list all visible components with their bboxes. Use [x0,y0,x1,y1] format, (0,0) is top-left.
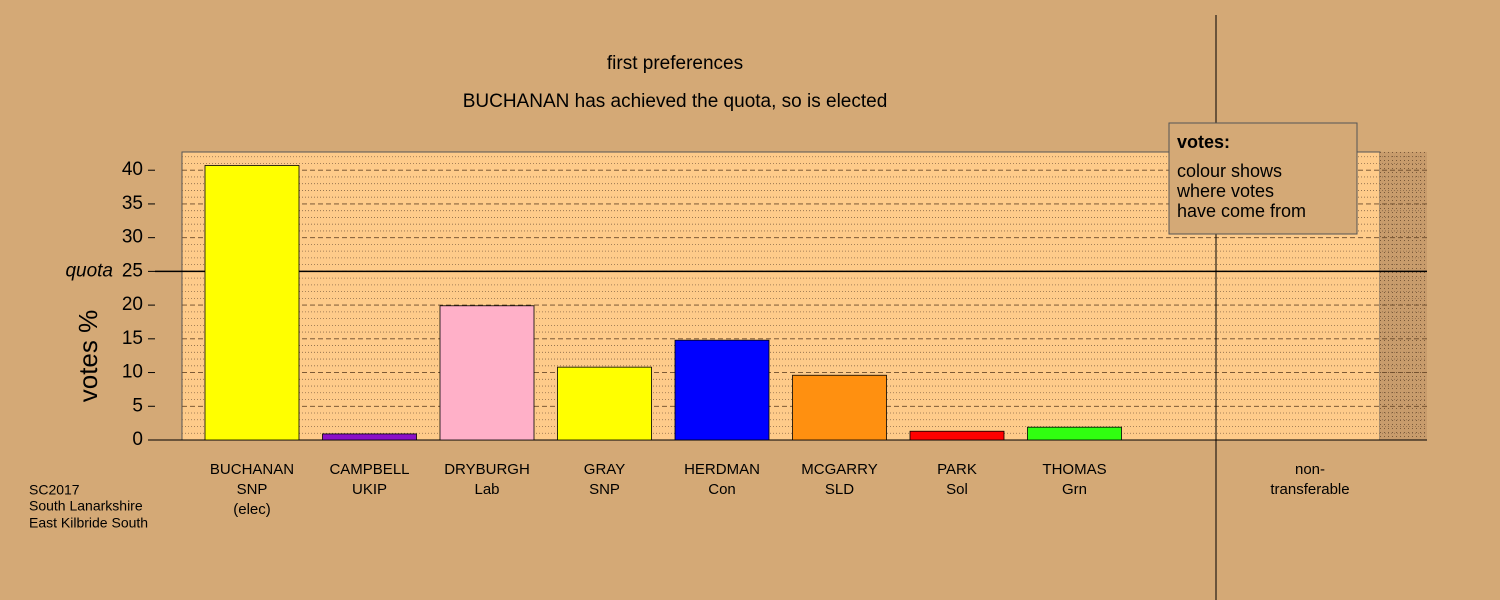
legend-text: where votes [1176,181,1274,201]
x-tick-label: SLD [825,481,854,498]
x-tick-label: THOMAS [1042,461,1106,478]
bar [322,433,417,441]
legend-title: votes: [1177,132,1230,152]
x-tick-label: GRAY [584,461,625,478]
x-tick-label: Con [708,481,736,498]
bar [909,430,1005,441]
bar [674,339,770,441]
x-tick-label: non- [1295,461,1325,478]
y-tick-label: 5 [132,395,143,416]
legend-box [1168,122,1358,235]
x-tick-label: transferable [1270,481,1349,498]
y-tick-label: 15 [122,328,143,349]
x-tick-label: HERDMAN [684,461,760,478]
x-tick-label: Grn [1062,481,1087,498]
y-axis-label: votes % [73,310,103,403]
x-tick-label: (elec) [233,501,271,518]
x-tick-label: BUCHANAN [210,461,294,478]
legend-text: colour shows [1177,161,1282,181]
x-tick-label: UKIP [352,481,387,498]
y-tick-label: 20 [122,294,143,315]
y-tick-label: 35 [122,193,143,214]
bar [557,366,652,441]
y-tick-label: 40 [122,159,143,180]
y-tick-label: 0 [132,429,143,450]
bar [439,305,535,441]
x-tick-label: PARK [937,461,977,478]
x-tick-label: Sol [946,481,968,498]
note: SC2017 [29,482,80,498]
chart-subtitle: BUCHANAN has achieved the quota, so is e… [463,91,888,112]
y-tick-label: 25 [122,260,143,281]
bar [204,165,300,441]
x-tick-label: MCGARRY [801,461,877,478]
x-tick-label: Lab [474,481,499,498]
y-tick-label: 10 [122,362,143,383]
bar [792,374,887,441]
legend-text: have come from [1177,201,1306,221]
chart-title: first preferences [607,53,743,74]
x-tick-label: DRYBURGH [444,461,530,478]
quota-label: quota [65,260,113,281]
note: South Lanarkshire [29,498,143,514]
side-area-dots [1380,152,1427,440]
legend: votes: colour shows where votes have com… [1168,122,1358,235]
bar [1027,426,1122,441]
x-tick-label: CAMPBELL [329,461,409,478]
x-tick-label: SNP [589,481,620,498]
x-tick-label: SNP [237,481,268,498]
note: East Kilbride South [29,515,148,531]
y-tick-label: 30 [122,227,143,248]
